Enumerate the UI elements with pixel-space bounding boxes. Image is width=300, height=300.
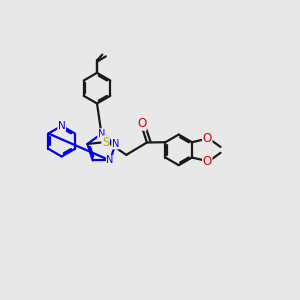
- Text: N: N: [112, 139, 119, 149]
- Text: N: N: [58, 121, 65, 131]
- Text: N: N: [98, 129, 105, 139]
- Text: O: O: [202, 132, 212, 145]
- Text: N: N: [58, 121, 65, 131]
- Text: S: S: [102, 136, 110, 149]
- Text: N: N: [106, 155, 114, 165]
- Text: O: O: [137, 117, 146, 130]
- Text: O: O: [202, 154, 212, 168]
